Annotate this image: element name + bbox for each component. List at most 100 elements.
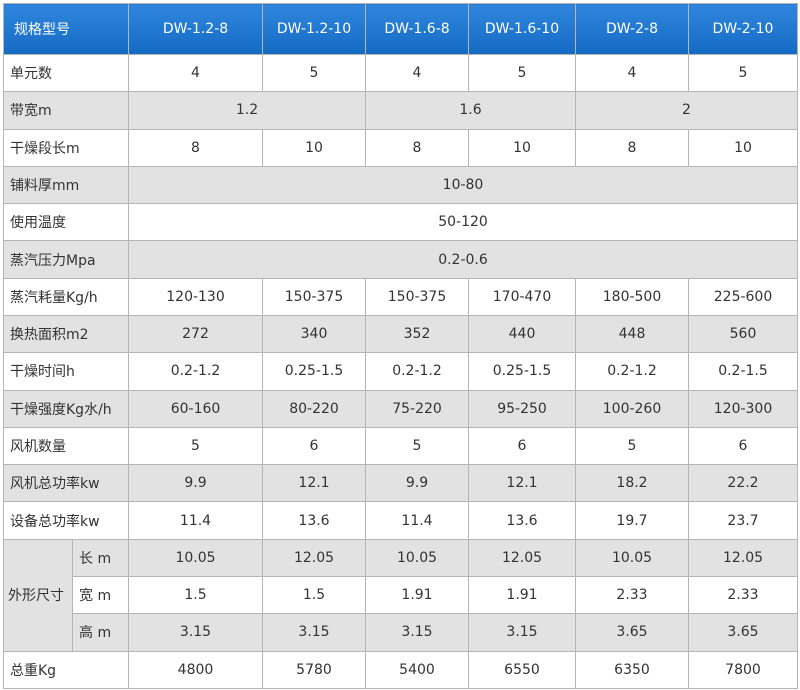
data-row: 蒸汽耗量Kg/h 120-130 150-375 150-375 170-470 180-… xyxy=(3,277,798,316)
value-cell: 150-375 xyxy=(262,277,366,316)
value-cell: 1.91 xyxy=(468,575,576,615)
header-row: 规格型号 DW-1.2-8 DW-1.2-10 DW-1.6-8 DW-1.6-10 DW… xyxy=(3,3,798,55)
row-label: 干燥强度Kg水/h xyxy=(3,389,129,428)
value-cell: 6550 xyxy=(468,650,576,689)
value-cell: 9.9 xyxy=(128,464,263,503)
data-row: 干燥段长m 8 10 8 10 8 10 xyxy=(3,128,798,167)
value-cell: 18.2 xyxy=(575,464,689,503)
value-cell: 0.2-0.6 xyxy=(128,240,798,279)
value-cell: 0.25-1.5 xyxy=(262,352,366,391)
value-cell: 0.2-1.2 xyxy=(575,352,689,391)
value-cell: 80-220 xyxy=(262,389,366,428)
value-cell: 352 xyxy=(365,314,469,354)
header-cell: DW-1.2-10 xyxy=(262,3,366,55)
value-cell: 8 xyxy=(128,128,263,167)
data-row: 铺料厚mm 10-80 xyxy=(3,165,798,205)
value-cell: 9.9 xyxy=(365,464,469,503)
value-cell: 1.6 xyxy=(365,91,576,130)
value-cell: 95-250 xyxy=(468,389,576,428)
value-cell: 10.05 xyxy=(575,538,689,577)
value-cell: 10 xyxy=(468,128,576,167)
value-cell: 5 xyxy=(128,426,263,466)
value-cell: 5 xyxy=(468,53,576,93)
value-cell: 3.15 xyxy=(128,613,263,652)
value-cell: 120-300 xyxy=(688,389,798,428)
value-cell: 5 xyxy=(575,426,689,466)
row-label: 蒸汽耗量Kg/h xyxy=(3,277,129,316)
value-cell: 12.05 xyxy=(688,538,798,577)
value-cell: 50-120 xyxy=(128,203,798,242)
value-cell: 12.05 xyxy=(262,538,366,577)
row-label: 风机总功率kw xyxy=(3,464,129,503)
value-cell: 3.15 xyxy=(468,613,576,652)
row-label: 风机数量 xyxy=(3,426,129,466)
row-label: 单元数 xyxy=(3,53,129,93)
value-cell: 11.4 xyxy=(365,501,469,540)
value-cell: 3.65 xyxy=(688,613,798,652)
value-cell: 10 xyxy=(688,128,798,167)
header-cell: 规格型号 xyxy=(3,3,129,55)
row-label: 使用温度 xyxy=(3,203,129,242)
header-cell: DW-2-8 xyxy=(575,3,689,55)
data-row: 带宽m 1.2 1.6 2 xyxy=(3,91,798,130)
value-cell: 1.91 xyxy=(365,575,469,615)
data-row: 使用温度 50-120 xyxy=(3,203,798,242)
value-cell: 225-600 xyxy=(688,277,798,316)
value-cell: 10.05 xyxy=(128,538,263,577)
value-cell: 11.4 xyxy=(128,501,263,540)
data-row: 换热面积m2 272 340 352 440 448 560 xyxy=(3,314,798,354)
value-cell: 2.33 xyxy=(688,575,798,615)
row-label: 高 m xyxy=(72,613,129,652)
sub-row: 宽 m 1.5 1.5 1.91 1.91 2.33 2.33 xyxy=(4,575,798,615)
row-label: 长 m xyxy=(72,538,129,577)
row-label: 宽 m xyxy=(72,575,129,615)
value-cell: 440 xyxy=(468,314,576,354)
value-cell: 3.15 xyxy=(262,613,366,652)
value-cell: 0.2-1.2 xyxy=(128,352,263,391)
value-cell: 170-470 xyxy=(468,277,576,316)
value-cell: 340 xyxy=(262,314,366,354)
value-cell: 12.05 xyxy=(468,538,576,577)
value-cell: 4 xyxy=(575,53,689,93)
data-row: 单元数 4 5 4 5 4 5 xyxy=(3,53,798,93)
value-cell: 5 xyxy=(262,53,366,93)
value-cell: 5 xyxy=(688,53,798,93)
value-cell: 560 xyxy=(688,314,798,354)
value-cell: 5400 xyxy=(365,650,469,689)
header-cell: DW-1.6-8 xyxy=(365,3,469,55)
value-cell: 180-500 xyxy=(575,277,689,316)
row-label: 换热面积m2 xyxy=(3,314,129,354)
value-cell: 12.1 xyxy=(468,464,576,503)
row-label: 蒸汽压力Mpa xyxy=(3,240,129,279)
data-row: 蒸汽压力Mpa 0.2-0.6 xyxy=(3,240,798,279)
header-cell: DW-1.6-10 xyxy=(468,3,576,55)
value-cell: 100-260 xyxy=(575,389,689,428)
value-cell: 5780 xyxy=(262,650,366,689)
value-cell: 1.5 xyxy=(262,575,366,615)
value-cell: 6 xyxy=(688,426,798,466)
value-cell: 19.7 xyxy=(575,501,689,540)
spec-table: 规格型号 DW-1.2-8 DW-1.2-10 DW-1.6-8 DW-1.6-10 DW… xyxy=(3,3,798,689)
value-cell: 8 xyxy=(365,128,469,167)
value-cell: 60-160 xyxy=(128,389,263,428)
value-cell: 150-375 xyxy=(365,277,469,316)
value-cell: 2 xyxy=(575,91,798,130)
value-cell: 22.2 xyxy=(688,464,798,503)
row-label: 带宽m xyxy=(3,91,129,130)
value-cell: 23.7 xyxy=(688,501,798,540)
value-cell: 10-80 xyxy=(128,165,798,205)
sub-row: 外形尺寸长 m 10.05 12.05 10.05 12.05 10.05 12.05 xyxy=(3,538,798,652)
value-cell: 12.1 xyxy=(262,464,366,503)
data-row: 总重Kg 4800 5780 5400 6550 6350 7800 xyxy=(3,650,798,689)
value-cell: 13.6 xyxy=(468,501,576,540)
value-cell: 75-220 xyxy=(365,389,469,428)
value-cell: 6 xyxy=(468,426,576,466)
value-cell: 0.25-1.5 xyxy=(468,352,576,391)
value-cell: 6 xyxy=(262,426,366,466)
row-label: 干燥段长m xyxy=(3,128,129,167)
header-cell: DW-2-10 xyxy=(688,3,798,55)
value-cell: 4 xyxy=(128,53,263,93)
row-label: 设备总功率kw xyxy=(3,501,129,540)
value-cell: 10.05 xyxy=(365,538,469,577)
